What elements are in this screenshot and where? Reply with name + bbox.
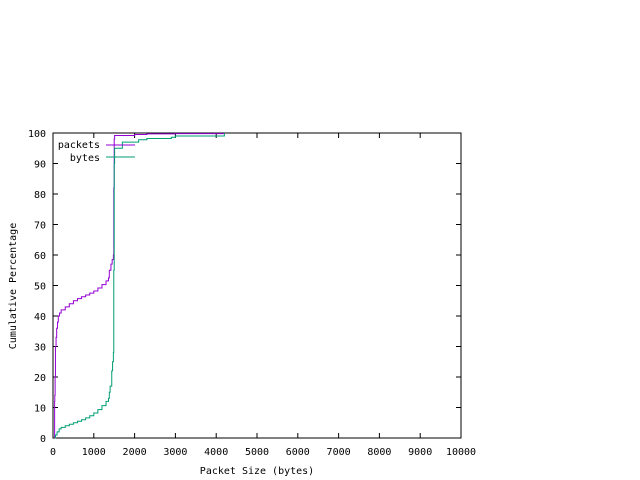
x-tick-label: 2000 (123, 447, 147, 458)
series-lines (54, 133, 225, 439)
y-tick-label: 70 (34, 221, 46, 232)
y-axis: 0 10 20 30 40 50 60 70 80 90 100 (28, 129, 461, 445)
x-tick-label: 8000 (367, 447, 391, 458)
y-tick-label: 50 (34, 282, 46, 293)
y-tick-label: 90 (34, 160, 46, 171)
y-axis-label: Cumulative Percentage (8, 223, 19, 349)
series-line-packets (54, 133, 225, 438)
y-tick-label: 20 (34, 373, 46, 384)
y-tick-label: 30 (34, 343, 46, 354)
y-tick-label: 40 (34, 312, 46, 323)
legend-label-bytes: bytes (70, 153, 100, 164)
y-tick-label: 10 (34, 404, 46, 415)
series-line-bytes (54, 133, 225, 439)
x-tick-label: 7000 (327, 447, 351, 458)
y-tick-label: 60 (34, 251, 46, 262)
x-tick-label: 0 (50, 447, 56, 458)
x-tick-label: 10000 (446, 447, 476, 458)
x-tick-label: 5000 (245, 447, 269, 458)
legend-label-packets: packets (58, 140, 100, 151)
x-tick-label: 4000 (204, 447, 228, 458)
y-tick-label: 100 (28, 129, 46, 140)
x-tick-label: 9000 (408, 447, 432, 458)
legend: packets bytes (58, 140, 135, 164)
y-tick-label: 80 (34, 190, 46, 201)
x-axis: 0 1000 2000 3000 4000 5000 6000 7000 8000 9000 100… (50, 133, 476, 458)
x-axis-label: Packet Size (bytes) (200, 466, 314, 477)
x-tick-label: 3000 (163, 447, 187, 458)
x-tick-label: 1000 (82, 447, 106, 458)
x-tick-label: 6000 (286, 447, 310, 458)
y-tick-label: 0 (40, 434, 46, 445)
